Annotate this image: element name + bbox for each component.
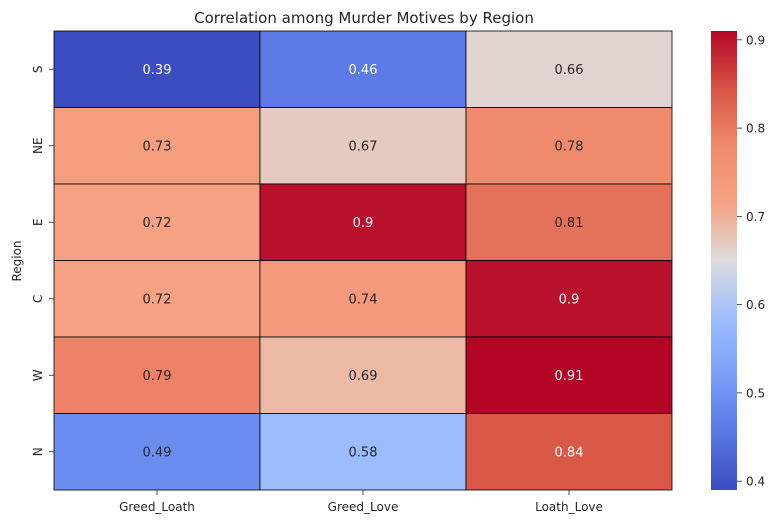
cell-value-label: 0.46 [349, 63, 378, 78]
cell-value-label: 0.79 [143, 369, 172, 384]
y-tick-label: C [31, 295, 45, 303]
colorbar-tick-label: 0.9 [746, 33, 765, 47]
cell-value-label: 0.78 [555, 139, 584, 154]
x-tick-label: Greed_Love [328, 500, 399, 514]
heatmap-cell [465, 30, 673, 108]
cell-value-label: 0.81 [555, 216, 584, 231]
heatmap-cell [53, 107, 261, 185]
colorbar-tick-label: 0.8 [746, 122, 765, 136]
cell-value-label: 0.69 [349, 369, 378, 384]
cell-value-label: 0.72 [143, 216, 172, 231]
chart-title: Correlation among Murder Motives by Regi… [194, 9, 534, 27]
colorbar-tick-label: 0.5 [746, 386, 765, 400]
heatmap-cell [259, 183, 467, 261]
y-axis-ticks: S NE E C W N [31, 65, 54, 456]
cell-value-label: 0.58 [349, 445, 378, 460]
heatmap-cell [259, 413, 467, 491]
x-tick-label: Greed_Loath [119, 500, 195, 514]
cell-value-label: 0.73 [143, 139, 172, 154]
y-axis-label: Region [10, 240, 24, 281]
heatmap-cell [53, 260, 261, 338]
colorbar-tick-label: 0.4 [746, 475, 765, 489]
y-tick-label: N [31, 447, 45, 456]
heatmap-cell [465, 413, 673, 491]
cell-value-label: 0.39 [143, 63, 172, 78]
heatmap-cell [259, 107, 467, 185]
cell-value-label: 0.91 [555, 369, 584, 384]
heatmap-cell [465, 336, 673, 414]
cell-value-label: 0.49 [143, 445, 172, 460]
cell-value-label: 0.9 [559, 292, 580, 307]
heatmap-cells: 0.39 0.46 0.66 0.73 0.67 0.78 0.72 0.9 0.81 0.72 0… [53, 30, 673, 491]
y-tick-label: NE [31, 137, 45, 154]
heatmap-cell [259, 336, 467, 414]
colorbar-tick-label: 0.6 [746, 298, 765, 312]
heatmap-cell [259, 30, 467, 108]
y-tick-label: E [31, 218, 45, 226]
y-tick-label: W [31, 369, 45, 381]
cell-value-label: 0.74 [349, 292, 378, 307]
y-tick-label: S [31, 65, 45, 73]
cell-value-label: 0.9 [353, 216, 374, 231]
cell-value-label: 0.72 [143, 292, 172, 307]
colorbar [711, 31, 737, 490]
x-tick-label: Loath_Love [535, 500, 603, 514]
colorbar-ticks: 0.4 0.5 0.6 0.7 0.8 0.9 [737, 33, 765, 489]
cell-value-label: 0.84 [555, 445, 584, 460]
heatmap-cell [53, 336, 261, 414]
cell-value-label: 0.67 [349, 139, 378, 154]
cell-value-label: 0.66 [555, 63, 584, 78]
colorbar-tick-label: 0.7 [746, 210, 765, 224]
x-axis-ticks: Greed_Loath Greed_Love Loath_Love [119, 490, 603, 514]
heatmap-cell [53, 30, 261, 108]
heatmap-cell [465, 107, 673, 185]
heatmap-cell [465, 260, 673, 338]
